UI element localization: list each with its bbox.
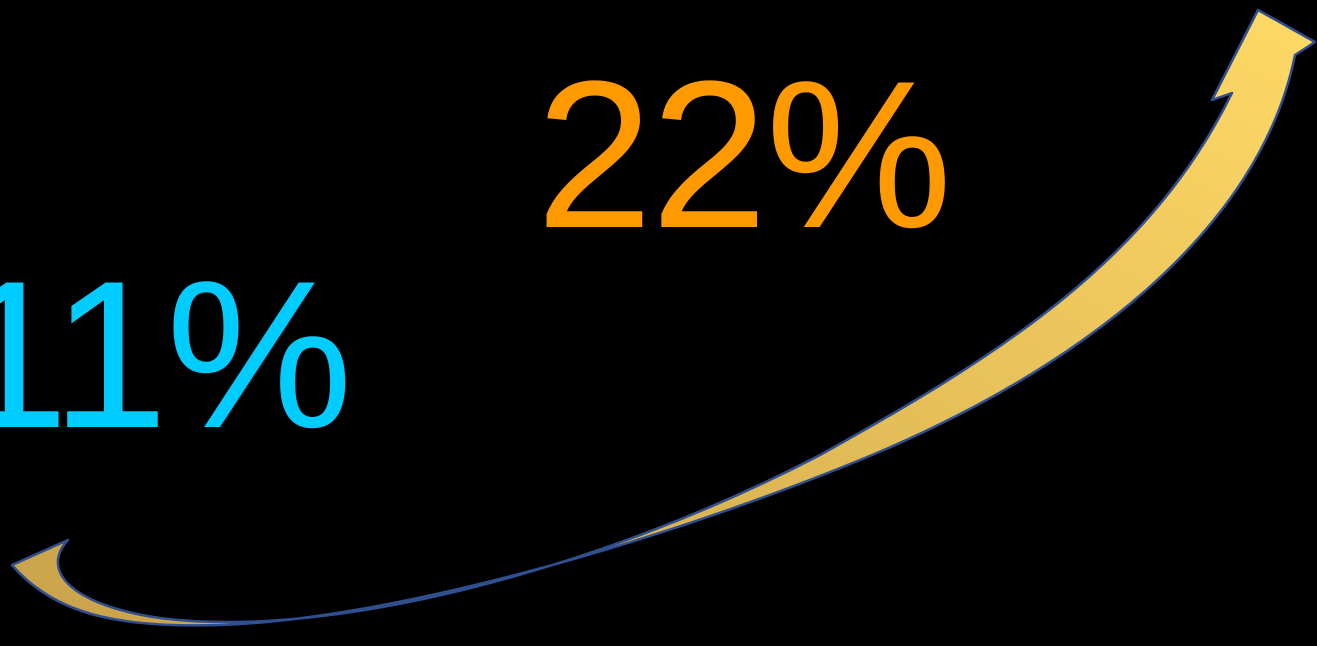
arrow-body [10, 8, 1317, 627]
stat-high-value: 22% [536, 37, 952, 272]
stat-low-value: 11% [0, 237, 353, 472]
